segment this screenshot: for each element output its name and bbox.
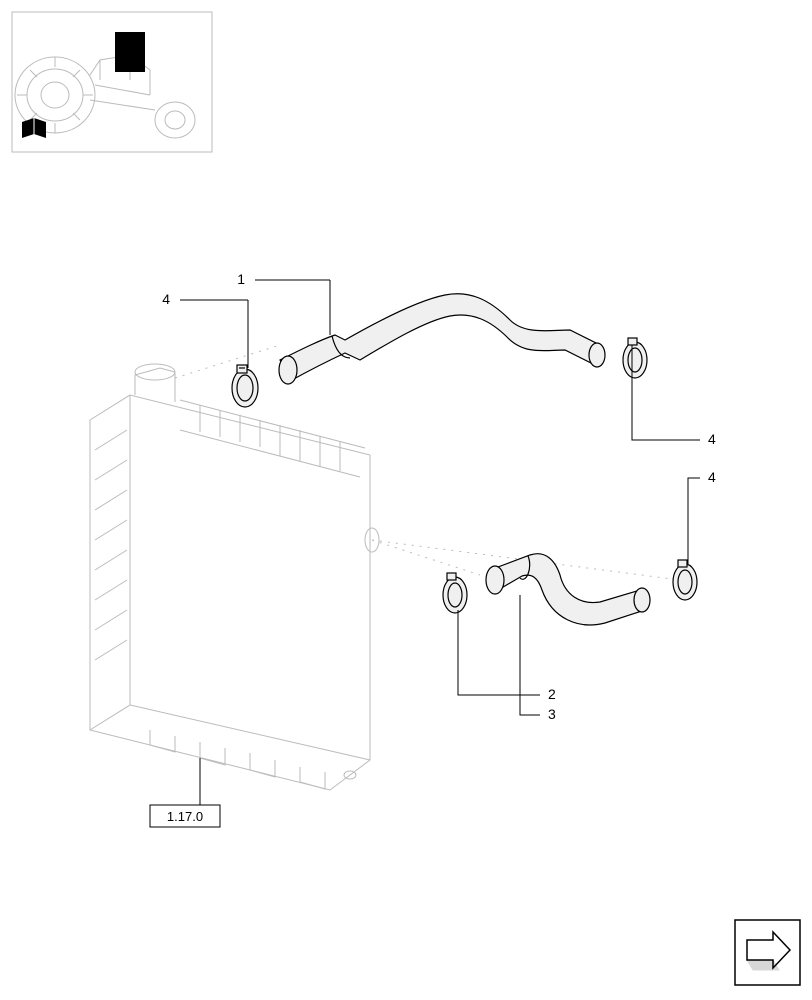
callout-2-label: 2 — [548, 686, 556, 702]
hose-top — [279, 294, 605, 384]
clamp-top-right — [623, 338, 647, 378]
radiator-ghost — [90, 364, 379, 790]
callout-4c-label: 4 — [708, 469, 716, 485]
callout-3-label: 3 — [548, 706, 556, 722]
hose-bottom — [486, 554, 650, 625]
next-page-icon[interactable] — [735, 920, 800, 985]
callout-4-bottom-right: 4 — [688, 469, 716, 565]
callout-1-label: 1 — [237, 271, 245, 287]
callout-1: 1 — [237, 271, 330, 335]
ref-radiator: 1.17.0 — [150, 758, 220, 827]
clamp-bottom-left — [443, 573, 467, 613]
callout-4-top-left: 4 — [162, 291, 248, 368]
callout-2: 2 — [458, 610, 556, 702]
callout-4a-label: 4 — [162, 291, 170, 307]
ref-radiator-label: 1.17.0 — [167, 809, 203, 824]
callout-3: 3 — [520, 595, 556, 722]
locator-highlight — [115, 32, 145, 72]
clamp-bottom-right — [673, 560, 697, 600]
locator-panel — [12, 12, 212, 152]
callout-4b-label: 4 — [708, 431, 716, 447]
clamp-top-left — [232, 365, 258, 407]
